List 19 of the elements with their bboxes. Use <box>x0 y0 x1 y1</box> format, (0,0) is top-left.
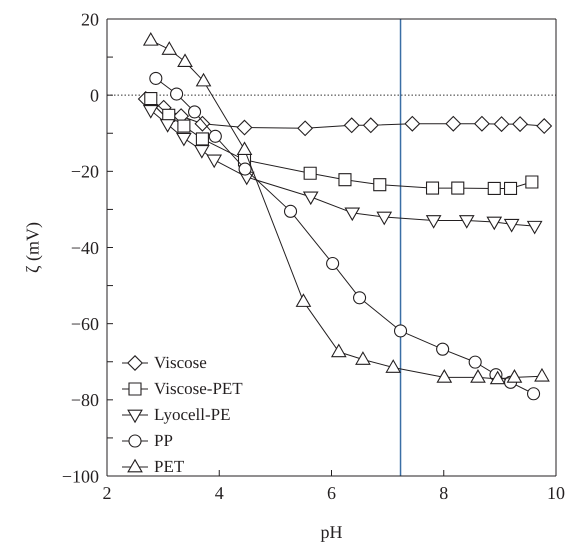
x-axis-title: pH <box>320 522 342 542</box>
x-tick-label: 2 <box>102 482 112 503</box>
y-tick-label: −60 <box>70 314 99 334</box>
legend-label: Viscose-PET <box>154 379 243 399</box>
x-tick-label: 10 <box>547 482 565 503</box>
y-tick-label: 0 <box>90 86 99 106</box>
x-tick-label: 4 <box>214 482 224 503</box>
legend-label: Viscose <box>154 353 207 373</box>
y-axis-title: ζ (mV) <box>22 222 42 273</box>
y-tick-label: −100 <box>62 466 99 486</box>
y-tick-label: 20 <box>81 9 99 30</box>
legend-label: Lyocell-PE <box>154 405 230 425</box>
y-tick-label: −80 <box>70 390 99 410</box>
y-tick-label: −20 <box>70 162 99 182</box>
legend-label: PP <box>154 431 173 451</box>
y-tick-label: −40 <box>70 238 99 258</box>
x-tick-label: 6 <box>327 482 336 503</box>
x-tick-label: 8 <box>439 482 448 503</box>
legend-label: PET <box>154 457 184 477</box>
